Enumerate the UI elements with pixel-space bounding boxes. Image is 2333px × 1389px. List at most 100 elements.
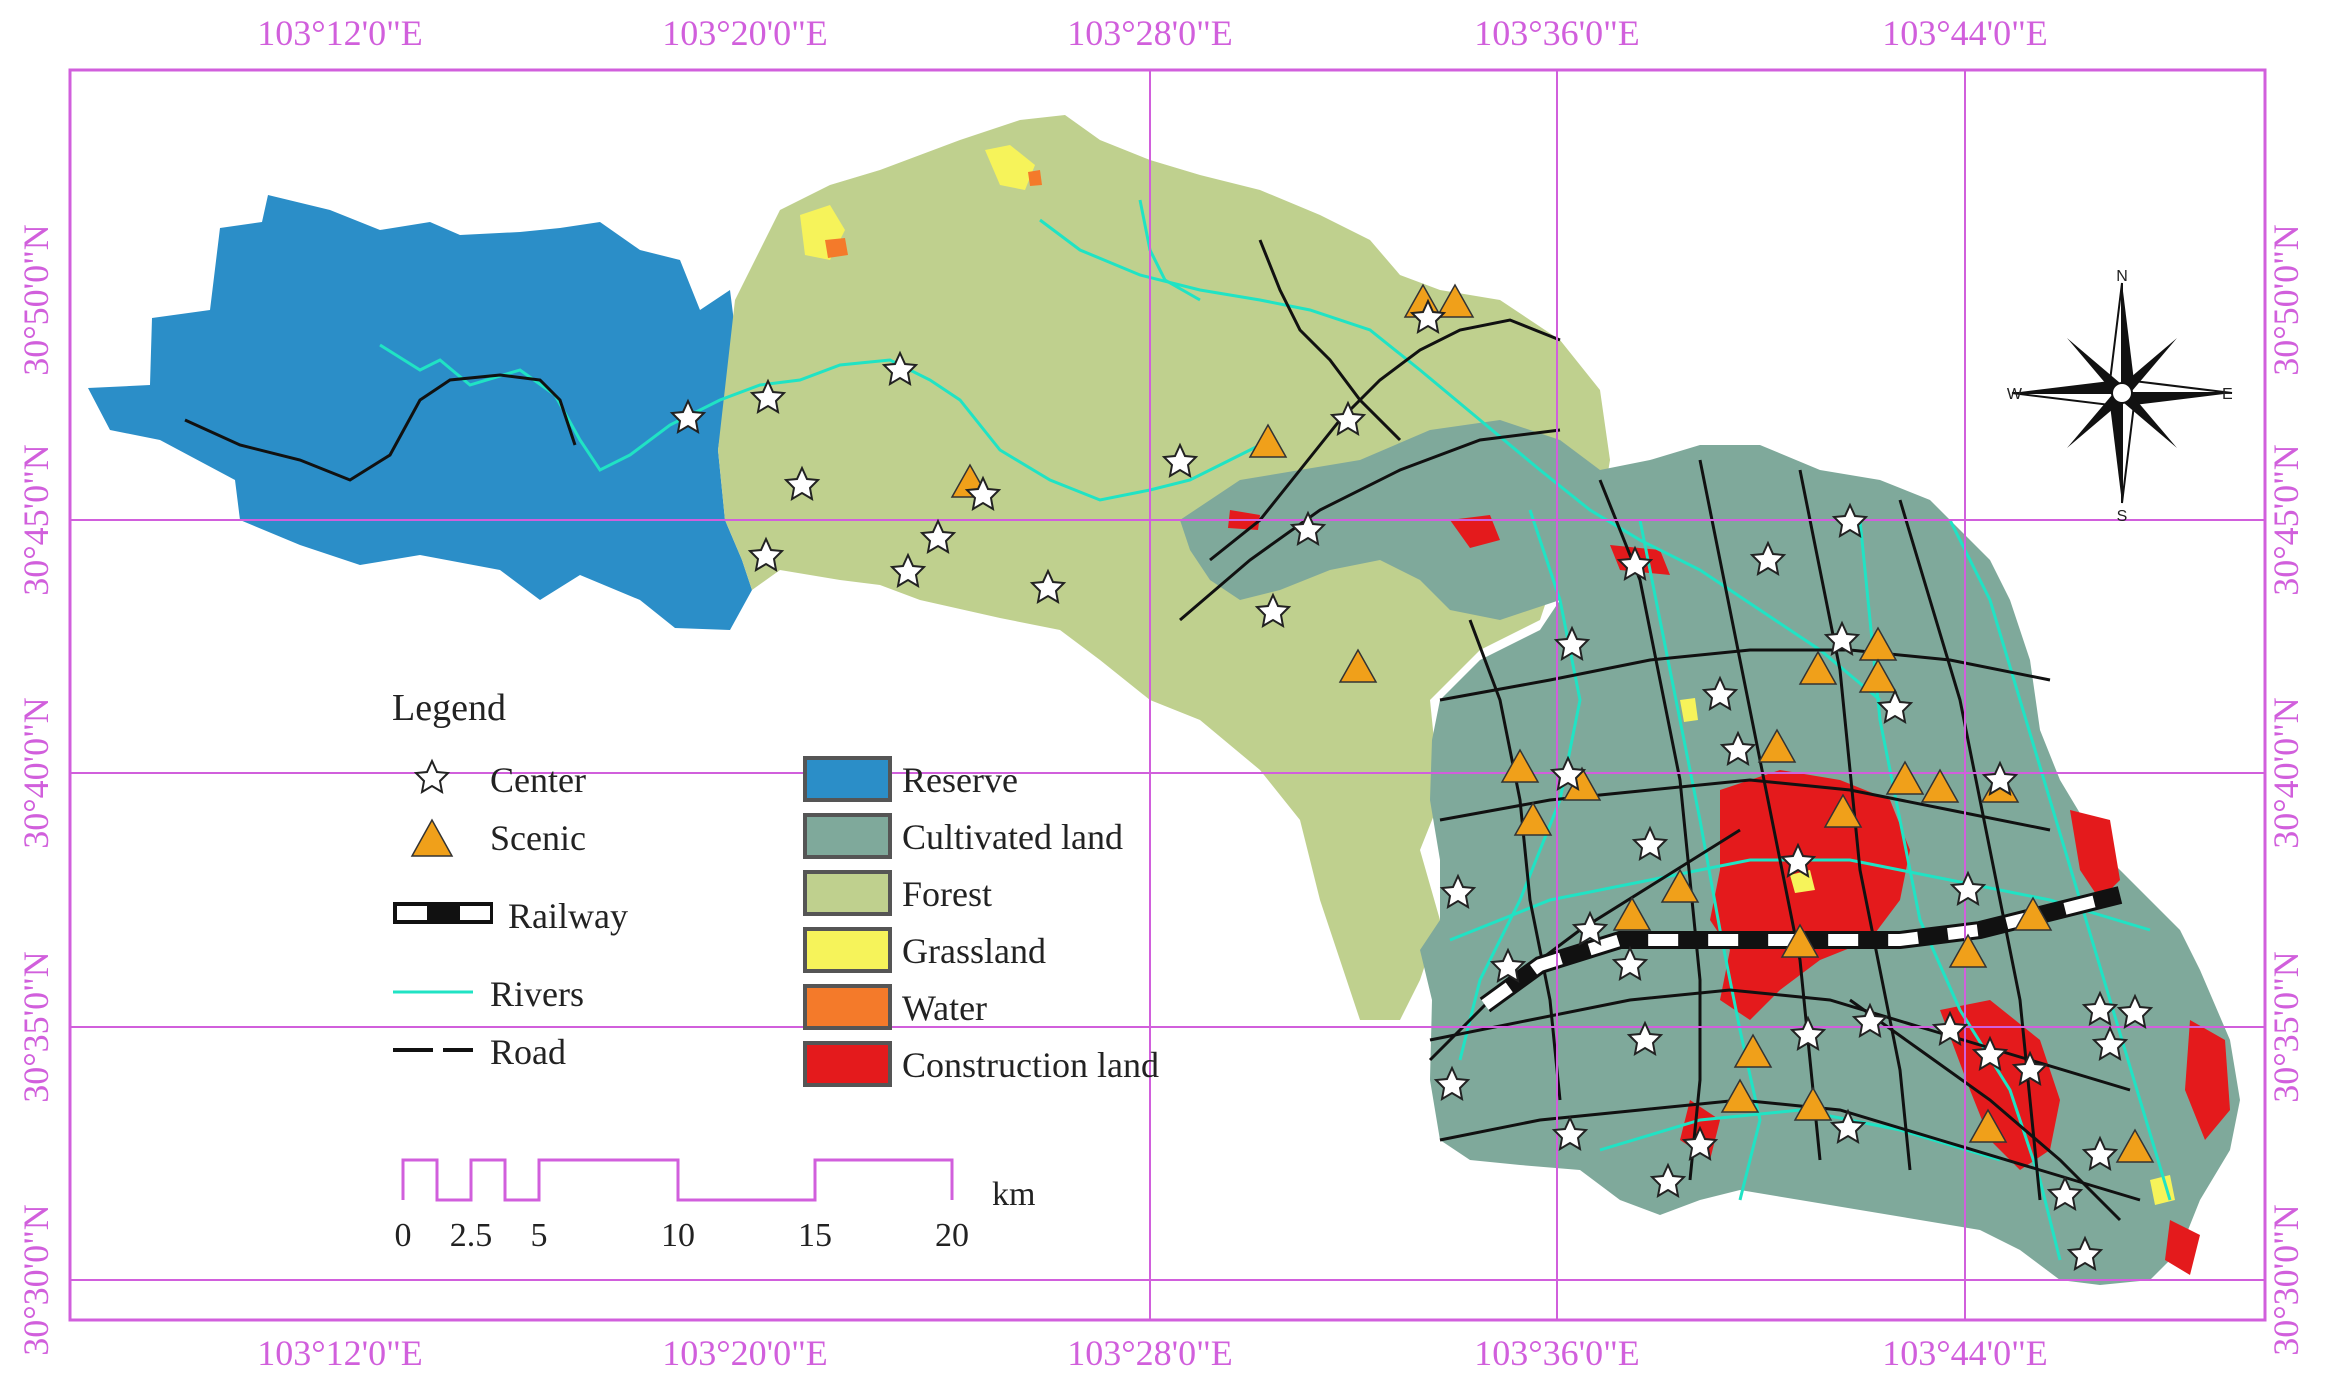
center-star (1831, 502, 1869, 538)
center-star (964, 475, 1002, 511)
scale-tick-label: 10 (661, 1217, 695, 1254)
lon-labels-top: 103°12'0"E 103°20'0"E 103°28'0"E 103°36'… (257, 13, 2048, 53)
lat-labels-left: 30°50'0"N 30°45'0"N 30°40'0"N 30°35'0"N … (16, 224, 56, 1356)
scenic-triangle (1948, 933, 1988, 968)
center-star (1289, 510, 1327, 546)
construction-patch (2185, 1020, 2230, 1140)
construction-urban-core (1710, 770, 1910, 1020)
lon-label: 103°12'0"E (257, 1333, 423, 1373)
lat-label: 30°40'0"N (16, 697, 56, 849)
compass-west: W (2007, 386, 2023, 403)
center-star (1439, 873, 1477, 909)
scenic-triangle (2013, 896, 2053, 931)
center-star (1701, 675, 1739, 711)
scenic-triangle (1338, 648, 1378, 683)
star-icon (413, 758, 451, 794)
legend-label-railway: Railway (508, 896, 628, 936)
legend-label-scenic: Scenic (490, 818, 586, 858)
lon-label: 103°36'0"E (1474, 1333, 1640, 1373)
lat-labels-right: 30°50'0"N 30°45'0"N 30°40'0"N 30°35'0"N … (2266, 224, 2306, 1356)
lon-label: 103°12'0"E (257, 13, 423, 53)
scenic-triangle (1435, 283, 1475, 318)
center-star (2081, 990, 2119, 1026)
center-star (1681, 1125, 1719, 1161)
scenic-triangle (2115, 1128, 2155, 1163)
grassland-patch (1680, 698, 1698, 722)
scale-tick-label: 0 (395, 1217, 412, 1254)
compass-south: S (2117, 508, 2128, 525)
legend-label-cultivated: Cultivated land (902, 817, 1123, 857)
center-star (1161, 442, 1199, 478)
landuse-layer (88, 115, 2240, 1285)
center-star (889, 552, 927, 588)
construction-patch (1450, 515, 1500, 548)
center-star (1779, 842, 1817, 878)
scenic-triangle (1733, 1033, 1773, 1068)
legend-swatch-cultivated (803, 813, 892, 859)
scenic-triangle (1757, 728, 1797, 763)
legend-label-rivers: Rivers (490, 974, 584, 1014)
scale-bar: 0 2.5 5 10 15 20 km (395, 1158, 1035, 1254)
lon-label: 103°36'0"E (1474, 13, 1640, 53)
scenic-triangle (1780, 923, 1820, 958)
scenic-triangle (1798, 650, 1838, 685)
center-star (1719, 730, 1757, 766)
center-star (2091, 1025, 2129, 1061)
center-star (1553, 625, 1591, 661)
scale-tick-label: 5 (531, 1217, 548, 1254)
lat-label: 30°35'0"N (2266, 951, 2306, 1103)
road-line (1439, 778, 2051, 832)
legend-label-center: Center (490, 760, 586, 800)
center-star (2066, 1235, 2104, 1271)
road-line (1429, 988, 2131, 1092)
road-line (1849, 998, 2122, 1222)
center-star (1433, 1065, 1471, 1101)
center-star (1749, 540, 1787, 576)
river-line (379, 343, 1271, 502)
lat-label: 30°50'0"N (2266, 224, 2306, 376)
legend-title: Legend (392, 687, 506, 729)
scale-bar-line (401, 1158, 954, 1202)
legend-label-road: Road (490, 1032, 566, 1072)
legend-label-reserve: Reserve (902, 760, 1018, 800)
lat-label: 30°45'0"N (16, 444, 56, 596)
center-star (881, 350, 919, 386)
water-patch (825, 238, 848, 258)
center-star (749, 378, 787, 414)
compass-rose-icon: N S E W (2007, 268, 2233, 525)
river-line (1138, 199, 1201, 302)
lon-label: 103°28'0"E (1067, 1333, 1233, 1373)
legend: Legend Center Scenic Railway Rivers Road… (392, 687, 1159, 1087)
center-star (2081, 1135, 2119, 1171)
forest-region (718, 115, 1610, 1020)
triangle-icon (410, 818, 454, 857)
center-star (2046, 1175, 2084, 1211)
legend-label-forest: Forest (902, 874, 992, 914)
center-star (1851, 1002, 1889, 1038)
center-star (783, 465, 821, 501)
scenic-triangle (1920, 768, 1960, 803)
center-star (1626, 1020, 1664, 1056)
center-star (1971, 1035, 2009, 1071)
construction-patch (2165, 1220, 2200, 1275)
lat-label: 30°30'0"N (2266, 1204, 2306, 1356)
center-star (1489, 947, 1527, 983)
road-line (1258, 239, 1402, 442)
lat-label: 30°45'0"N (2266, 444, 2306, 596)
road-line (184, 373, 577, 482)
center-star (747, 536, 785, 572)
road-line (1598, 479, 1702, 1181)
scenic-triangle (1793, 1086, 1833, 1121)
lat-label: 30°35'0"N (16, 951, 56, 1103)
center-star (2011, 1050, 2049, 1086)
scenic-triangle (1248, 423, 1288, 458)
railway-line-icon (393, 902, 493, 924)
lon-label: 103°44'0"E (1882, 13, 2048, 53)
river-line (1638, 519, 1762, 1201)
legend-swatch-construction (803, 1041, 892, 1087)
legend-label-grassland: Grassland (902, 931, 1046, 971)
scale-tick-label: 2.5 (450, 1217, 493, 1254)
scenic-triangle (1500, 748, 1540, 783)
center-star (669, 398, 707, 434)
legend-swatch-forest (803, 870, 892, 916)
